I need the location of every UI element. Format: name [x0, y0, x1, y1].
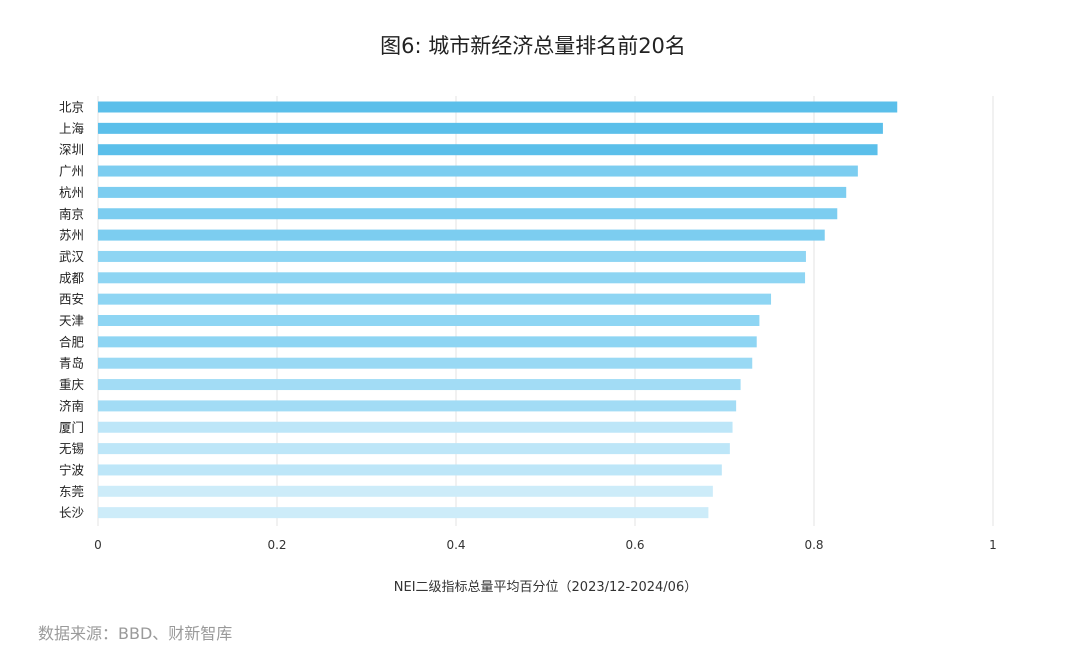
x-tick-label: 1 — [989, 538, 997, 552]
category-label: 上海 — [59, 121, 85, 136]
category-label: 杭州 — [59, 185, 84, 200]
bar — [98, 122, 883, 134]
x-tick-label: 0.4 — [446, 538, 465, 552]
x-tick-label: 0 — [94, 538, 102, 552]
bar — [98, 144, 878, 156]
bar — [98, 379, 741, 391]
category-label: 天津 — [59, 313, 84, 328]
category-label: 东莞 — [59, 484, 84, 499]
category-label: 深圳 — [59, 142, 84, 157]
bar — [98, 186, 847, 198]
x-tick-label: 0.6 — [625, 538, 644, 552]
bar — [98, 165, 858, 177]
x-tick-label: 0.8 — [804, 538, 823, 552]
bar — [98, 272, 806, 284]
bar — [98, 357, 753, 369]
category-label: 北京 — [59, 100, 84, 115]
bar — [98, 229, 825, 241]
category-label: 厦门 — [59, 420, 84, 435]
category-label: 无锡 — [59, 441, 84, 456]
category-label: 合肥 — [59, 334, 85, 349]
x-tick-label: 0.2 — [267, 538, 286, 552]
category-label: 苏州 — [59, 228, 84, 243]
bar — [98, 315, 760, 326]
bar — [98, 400, 737, 412]
category-label: 广州 — [59, 164, 84, 179]
category-label: 长沙 — [59, 505, 85, 520]
category-label: 重庆 — [59, 377, 85, 392]
bar-chart: 0 0.2 0.4 0.6 0.8 1 北京上海深圳广州杭州南京苏州武汉成都西安天津合肥青岛… — [59, 96, 997, 595]
bar — [98, 421, 733, 433]
bar — [98, 485, 713, 497]
category-label: 青岛 — [59, 356, 84, 371]
bar — [98, 443, 730, 455]
category-label: 西安 — [59, 292, 84, 307]
bar — [98, 293, 772, 305]
data-source-note: 数据来源：BBD、财新智库 — [38, 624, 233, 643]
bar — [98, 101, 898, 113]
category-label: 宁波 — [59, 462, 85, 477]
category-label: 济南 — [59, 398, 84, 413]
bar — [98, 336, 757, 348]
category-label: 武汉 — [59, 249, 85, 264]
bar — [98, 507, 709, 519]
bar — [98, 250, 806, 262]
category-label: 南京 — [59, 206, 84, 221]
x-axis-label: NEI二级指标总量平均百分位（2023/12-2024/06） — [394, 580, 697, 595]
bar — [98, 208, 838, 220]
category-label: 成都 — [59, 270, 85, 285]
chart-title: 图6: 城市新经济总量排名前20名 — [380, 34, 686, 58]
bar — [98, 464, 722, 476]
